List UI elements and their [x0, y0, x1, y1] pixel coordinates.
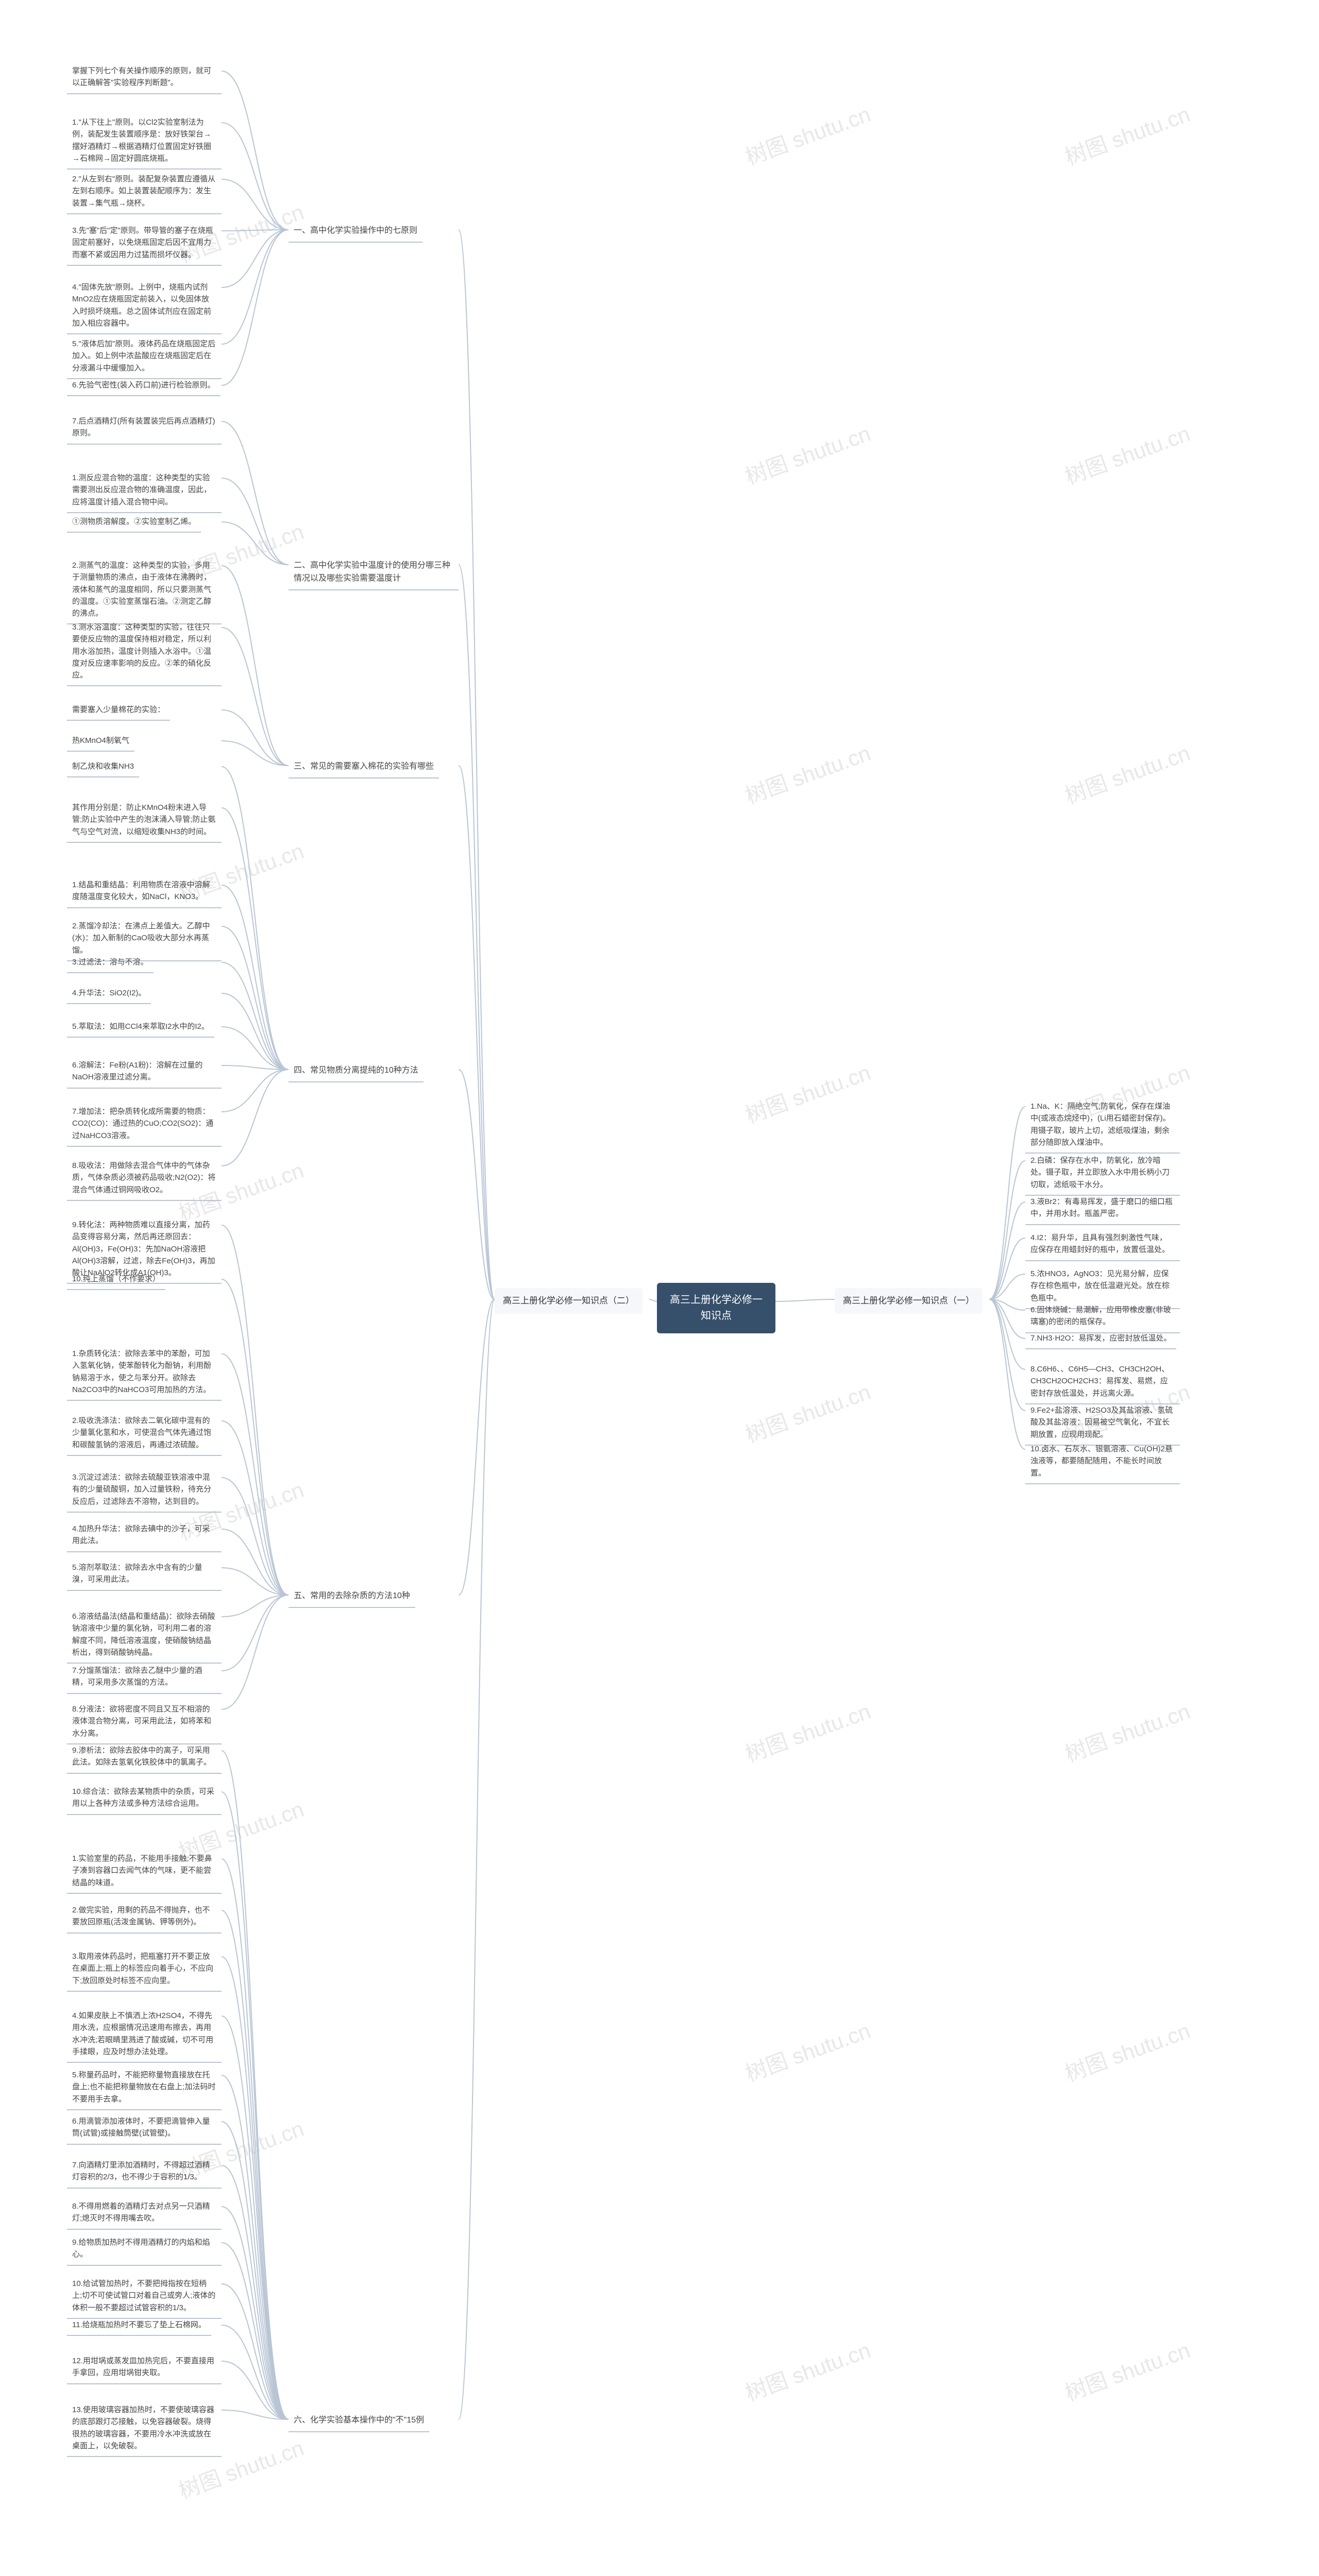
leaf-left: 10.给试管加热时，不要把拇指按在短柄上;切不可使试管口对着自己或旁人;液体的体…: [67, 2275, 222, 2319]
leaf-left: 5.萃取法：如用CCl4来萃取I2水中的I2。: [67, 1018, 214, 1038]
leaf-left: 7.后点酒精灯(所有装置装完后再点酒精灯)原则。: [67, 412, 222, 445]
leaf-left: 12.用坩埚或蒸发皿加热完后，不要直接用手拿回，应用坩埚钳夹取。: [67, 2352, 222, 2384]
leaf-left: 需要塞入少量棉花的实验：: [67, 701, 170, 721]
leaf-right: 1.Na、K：隔绝空气;防氧化，保存在煤油中(或液态烷烃中)，(Li用石蜡密封保…: [1025, 1097, 1180, 1154]
leaf-left: 3.沉淀过滤法：欲除去硫酸亚铁溶液中混有的少量硫酸铜，加入过量铁粉，待充分反应后…: [67, 1468, 222, 1513]
branch-left-2: 二、高中化学实验中温度计的使用分哪三种情况以及哪些实验需要温度计: [289, 556, 459, 590]
watermark: 树图 shutu.cn: [1060, 2013, 1194, 2088]
leaf-left: 1.测反应混合物的温度：这种类型的实验需要测出反应混合物的准确温度，因此，应将温…: [67, 469, 222, 513]
watermark: 树图 shutu.cn: [740, 416, 874, 490]
leaf-left: 3.取用液体药品时，把瓶塞打开不要正放在桌面上;瓶上的标签应向着手心，不应向下;…: [67, 1947, 222, 1992]
leaf-right: 9.Fe2+盐溶液、H2SO3及其盐溶液、氢硫酸及其盐溶液：因易被空气氧化，不宜…: [1025, 1401, 1180, 1446]
leaf-right: 8.C6H6、、C6H5—CH3、CH3CH2OH、CH3CH2OCH2CH3：…: [1025, 1360, 1180, 1404]
leaf-left: 3.测水浴温度：这种类型的实验，往往只要使反应物的温度保持相对稳定，所以利用水浴…: [67, 618, 222, 686]
leaf-left: 其作用分别是：防止KMnO4粉末进入导管;防止实验中产生的泡沫涌入导管;防止氨气…: [67, 799, 222, 843]
leaf-left: 6.用滴管添加液体时，不要把滴管伸入量筒(试管)或接触筒壁(试管壁)。: [67, 2112, 222, 2145]
leaf-left: 4.加热升华法：欲除去碘中的沙子，可采用此法。: [67, 1520, 222, 1552]
leaf-left: 1."从下往上"原则。以Cl2实验室制法为例，装配发生装置顺序是：放好铁架台→摆…: [67, 113, 222, 170]
root-node: 高三上册化学必修一知识点: [657, 1283, 775, 1333]
leaf-left: 7.分馏蒸馏法：欲除去乙醚中少量的酒精，可采用多次蒸馏的方法。: [67, 1662, 222, 1694]
leaf-left: 7.增加法：把杂质转化成所需要的物质：CO2(CO)：通过热的CuO;CO2(S…: [67, 1103, 222, 1147]
leaf-right: 2.白磷：保存在水中，防氧化，放冷暗处。镊子取，并立即放入水中用长柄小刀切取，滤…: [1025, 1151, 1180, 1196]
watermark: 树图 shutu.cn: [1060, 2333, 1194, 2407]
leaf-right: 6.固体烧碱：易潮解，应用带橡皮塞(非玻璃塞)的密闭的瓶保存。: [1025, 1301, 1180, 1333]
leaf-left: ①测物质溶解度。②实验室制乙烯。: [67, 513, 201, 533]
branch-left-2: 三、常见的需要塞入棉花的实验有哪些: [289, 757, 439, 778]
watermark: 树图 shutu.cn: [740, 1055, 874, 1129]
leaf-left: 7.向酒精灯里添加酒精时，不得超过酒精灯容积的2/3，也不得少于容积的1/3。: [67, 2156, 222, 2189]
branch-left-2: 四、常见物质分离提纯的10种方法: [289, 1061, 424, 1082]
mindmap-canvas: 树图 shutu.cn 树图 shutu.cn 树图 shutu.cn 树图 shut…: [0, 0, 1319, 2576]
leaf-left: 8.吸收法：用做除去混合气体中的气体杂质，气体杂质必须被药品吸收;N2(O2)：…: [67, 1157, 222, 1201]
leaf-left: 1.杂质转化法：欲除去苯中的苯酚，可加入氢氧化钠，使苯酚转化为酚钠，利用酚钠易溶…: [67, 1345, 222, 1401]
leaf-left: 3.先"塞"后"定"原则。带导管的塞子在烧瓶固定前塞好，以免烧瓶固定后因不宜用力…: [67, 222, 222, 266]
leaf-left: 5.称量药品时，不能把称量物直接放在托盘上;也不能把称量物放在右盘上;加法码时不…: [67, 2066, 222, 2110]
leaf-right: 10.卤水、石灰水、银氨溶液、Cu(OH)2悬浊液等，都要随配随用，不能长时间放…: [1025, 1440, 1180, 1484]
leaf-left: 4.如果皮肤上不慎洒上浓H2SO4，不得先用水洗，应根据情况迅速用布擦去，再用水…: [67, 2007, 222, 2063]
branch-left-2: 五、常用的去除杂质的方法10种: [289, 1587, 415, 1608]
leaf-left: 4."固体先放"原则。上例中，烧瓶内试剂MnO2应在烧瓶固定前装入，以免固体放入…: [67, 278, 222, 334]
watermark: 树图 shutu.cn: [740, 1375, 874, 1449]
leaf-left: 3.过滤法：溶与不溶。: [67, 953, 154, 973]
leaf-left: 8.不得用燃着的酒精灯去对点另一只酒精灯;熄灭时不得用嘴去吹。: [67, 2197, 222, 2230]
branch-left-2: 一、高中化学实验操作中的七原则: [289, 222, 422, 243]
leaf-left: 热KMnO4制氧气: [67, 732, 134, 752]
leaf-right: 7.NH3·H2O：易挥发，应密封放低温处。: [1025, 1329, 1176, 1349]
watermark: 树图 shutu.cn: [1060, 1694, 1194, 1768]
leaf-left: 掌握下列七个有关操作顺序的原则，就可以正确解答"实验程序判断题"。: [67, 62, 222, 94]
watermark: 树图 shutu.cn: [740, 97, 874, 171]
leaf-left: 11.给烧瓶加热时不要忘了垫上石棉网。: [67, 2316, 211, 2336]
leaf-left: 9.给物质加热时不得用酒精灯的内焰和焰心。: [67, 2233, 222, 2266]
branch-right-1: 高三上册化学必修一知识点（一）: [835, 1288, 983, 1314]
leaf-left: 9.渗析法：欲除去胶体中的离子，可采用此法。如除去氢氧化铁胶体中的氯离子。: [67, 1741, 222, 1774]
leaf-left: 2.吸收洗涤法：欲除去二氧化碳中混有的少量氯化氢和水，可使混合气体先通过饱和碳酸…: [67, 1412, 222, 1456]
leaf-left: 制乙炔和收集NH3: [67, 757, 139, 777]
leaf-left: 2.做完实验，用剩的药品不得抛弃，也不要放回原瓶(活泼金属钠、钾等例外)。: [67, 1901, 222, 1934]
leaf-left: 13.使用玻璃容器加热时，不要使玻璃容器的底部跟灯芯接触，以免容器破裂。烧得很热…: [67, 2401, 222, 2457]
watermark: 树图 shutu.cn: [1060, 97, 1194, 171]
leaf-left: 2."从左到右"原则。装配复杂装置应遵循从左到右顺序。如上装置装配顺序为：发生装…: [67, 170, 222, 214]
leaf-left: 6.先验气密性(装入药口前)进行检验原则。: [67, 376, 221, 396]
leaf-left: 4.升华法：SiO2(I2)。: [67, 984, 151, 1004]
watermark: 树图 shutu.cn: [740, 736, 874, 810]
leaf-left: 6.溶解法：Fe粉(A1粉)：溶解在过量的NaOH溶液里过滤分离。: [67, 1056, 222, 1089]
watermark: 树图 shutu.cn: [740, 1694, 874, 1768]
watermark: 树图 shutu.cn: [740, 2333, 874, 2407]
leaf-left: 10.纯上蒸馏（不作要求）: [67, 1270, 165, 1290]
leaf-left: 8.分液法：欲将密度不同且又互不相溶的液体混合物分离，可采用此法，如将苯和水分离…: [67, 1700, 222, 1744]
leaf-left: 10.综合法：欲除去某物质中的杂质，可采用以上各种方法或多种方法综合运用。: [67, 1783, 222, 1815]
leaf-left: 6.溶液结晶法(结晶和重结晶)：欲除去硝酸钠溶液中少量的氯化钠，可利用二者的溶解…: [67, 1607, 222, 1664]
leaf-right: 3.液Br2：有毒易挥发，盛于磨口的细口瓶中，并用水封。瓶盖严密。: [1025, 1193, 1180, 1225]
watermark: 树图 shutu.cn: [1060, 736, 1194, 810]
watermark: 树图 shutu.cn: [1060, 416, 1194, 490]
leaf-left: 2.测蒸气的温度：这种类型的实验，多用于测量物质的沸点，由于液体在沸腾时，液体和…: [67, 556, 222, 624]
watermark: 树图 shutu.cn: [740, 2013, 874, 2088]
leaf-left: 1.实验室里的药品，不能用手接触;不要鼻子凑到容器口去闻气体的气味，更不能尝结晶…: [67, 1850, 222, 1894]
branch-left-1: 高三上册化学必修一知识点（二）: [495, 1288, 642, 1314]
leaf-left: 1.结晶和重结晶：利用物质在溶液中溶解度随温度变化较大，如NaCl，KNO3。: [67, 876, 222, 908]
leaf-left: 5.溶剂萃取法：欲除去水中含有的少量溴，可采用此法。: [67, 1558, 222, 1591]
leaf-right: 4.I2：易升华，且具有强烈刺激性气味，应保存在用蜡封好的瓶中，放置低温处。: [1025, 1229, 1180, 1261]
branch-left-2: 六、化学实验基本操作中的"不"15例: [289, 2411, 429, 2432]
leaf-left: 5."液体后加"原则。液体药品在烧瓶固定后加入。如上例中浓盐酸应在烧瓶固定后在分…: [67, 335, 222, 379]
